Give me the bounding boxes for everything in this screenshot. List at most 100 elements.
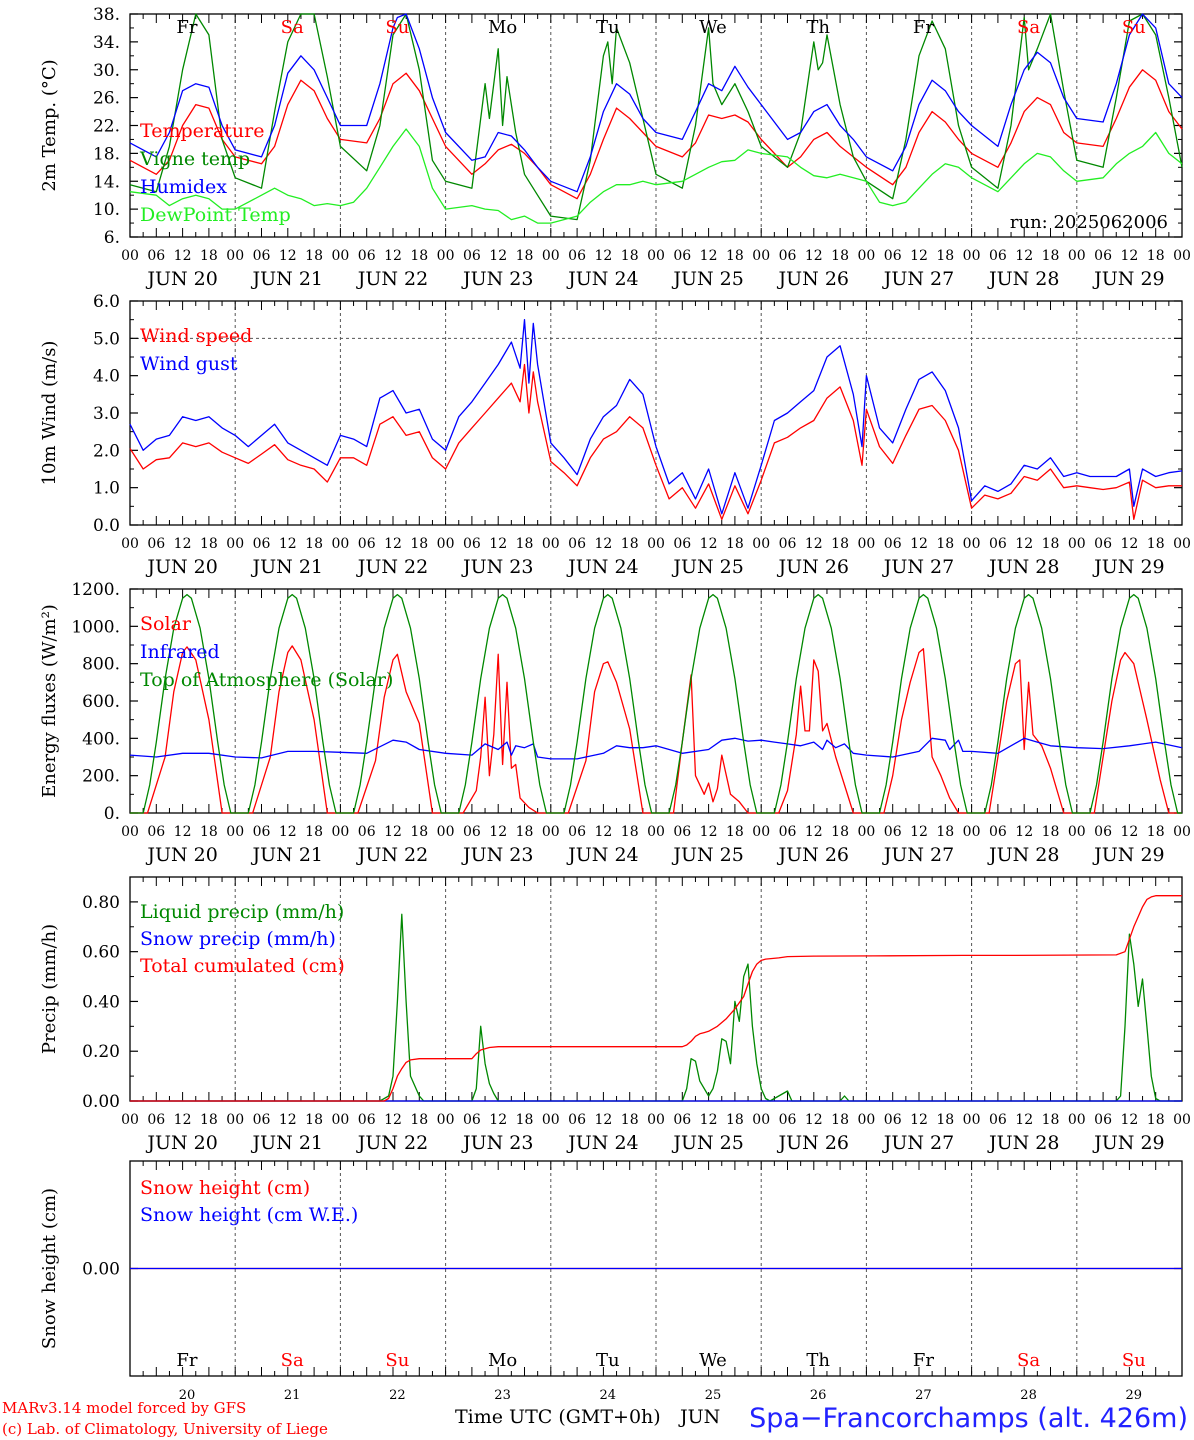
hour-tick-label: 00 — [963, 1112, 981, 1128]
hour-tick-label: 18 — [1042, 824, 1060, 840]
date-label: JUN 26 — [777, 844, 849, 866]
hour-tick-label: 18 — [516, 248, 534, 264]
run-annotation: run: 2025062006 — [1010, 212, 1168, 233]
hour-tick-label: 06 — [147, 824, 165, 840]
y-tick-label: 2.0 — [93, 441, 120, 461]
y-tick-label: 3.0 — [93, 404, 120, 424]
y-tick-label: 38. — [93, 5, 120, 25]
hour-tick-label: 06 — [989, 536, 1007, 552]
hour-tick-label: 12 — [805, 1112, 823, 1128]
hour-tick-label: 06 — [673, 248, 691, 264]
series-line — [130, 913, 1182, 1102]
day-number-label: 26 — [810, 1388, 827, 1403]
date-label: JUN 27 — [882, 844, 954, 866]
hour-tick-label: 06 — [779, 1112, 797, 1128]
hour-tick-label: 06 — [884, 536, 902, 552]
day-number-label: 27 — [915, 1388, 932, 1403]
y-tick-label: 800. — [82, 655, 120, 675]
hour-tick-label: 12 — [1015, 1112, 1033, 1128]
hour-tick-label: 18 — [831, 248, 849, 264]
date-label: JUN 22 — [356, 556, 428, 578]
hour-tick-label: 12 — [174, 1112, 192, 1128]
hour-tick-label: 06 — [989, 1112, 1007, 1128]
plot-frame — [129, 588, 1183, 814]
hour-tick-label: 00 — [963, 536, 981, 552]
y-tick-label: 400. — [82, 729, 120, 749]
hour-tick-label: 18 — [726, 824, 744, 840]
series-line — [130, 895, 1182, 1102]
y-tick-label: 1000. — [71, 617, 120, 637]
date-label: JUN 27 — [882, 556, 954, 578]
date-label: JUN 29 — [1092, 1132, 1164, 1154]
hour-tick-label: 18 — [200, 536, 218, 552]
hour-tick-label: 00 — [752, 824, 770, 840]
plot-frame — [129, 300, 1183, 526]
hour-tick-label: 12 — [279, 536, 297, 552]
hour-tick-label: 18 — [621, 824, 639, 840]
hour-tick-label: 06 — [253, 536, 271, 552]
y-tick-label: 200. — [82, 767, 120, 787]
y-tick-label: 0.00 — [82, 1092, 120, 1112]
hour-tick-label: 06 — [673, 824, 691, 840]
weekday-label: Sa — [281, 1350, 304, 1371]
hour-tick-label: 18 — [831, 824, 849, 840]
panel-temperature: 6. 10. 14. 18. 22. 26. 30. 34. 38. 2m Temp. (°C) T… — [39, 5, 1191, 290]
date-label: JUN 26 — [777, 268, 849, 290]
y-tick-label: 30. — [93, 61, 120, 81]
hour-tick-label: 00 — [121, 1112, 139, 1128]
date-label: JUN 20 — [145, 268, 217, 290]
hour-tick-label: 06 — [358, 1112, 376, 1128]
date-label: JUN 28 — [987, 556, 1059, 578]
series-line — [129, 319, 1183, 515]
hour-tick-label: 00 — [752, 248, 770, 264]
hour-tick-label: 12 — [910, 824, 928, 840]
date-label: JUN 28 — [987, 1132, 1059, 1154]
y-axis-label: Precip (mm/h) — [39, 924, 60, 1054]
hour-tick-label: 18 — [1042, 1112, 1060, 1128]
series-line — [129, 13, 1183, 221]
date-label: JUN 20 — [145, 556, 217, 578]
date-label: JUN 21 — [251, 556, 323, 578]
hour-tick-label: 00 — [437, 248, 455, 264]
date-label: JUN 26 — [777, 1132, 849, 1154]
hour-tick-label: 12 — [1015, 536, 1033, 552]
day-number-label: 21 — [284, 1388, 301, 1403]
hour-tick-label: 18 — [621, 1112, 639, 1128]
hour-tick-label: 06 — [147, 536, 165, 552]
hour-tick-label: 06 — [1094, 248, 1112, 264]
hour-tick-label: 00 — [647, 248, 665, 264]
hour-tick-label: 06 — [884, 1112, 902, 1128]
hour-tick-label: 06 — [1094, 1112, 1112, 1128]
y-tick-label: 0.80 — [82, 893, 120, 913]
hour-tick-label: 18 — [305, 536, 323, 552]
weekday-label: Sa — [1017, 1350, 1040, 1371]
legend-entry: Snow precip (mm/h) — [140, 928, 336, 950]
day-number-label: 24 — [600, 1388, 617, 1403]
date-label: JUN 29 — [1092, 844, 1164, 866]
hour-tick-label: 00 — [226, 824, 244, 840]
weekday-label: Su — [1122, 17, 1146, 38]
hour-tick-label: 00 — [437, 536, 455, 552]
hour-tick-label: 12 — [700, 248, 718, 264]
y-tick-label: 0.20 — [82, 1042, 120, 1062]
hour-tick-label: 06 — [253, 1112, 271, 1128]
hour-tick-label: 18 — [410, 1112, 428, 1128]
hour-tick-label: 12 — [805, 824, 823, 840]
hour-tick-label: 00 — [857, 824, 875, 840]
hour-tick-label: 12 — [594, 824, 612, 840]
date-label: JUN 29 — [1092, 268, 1164, 290]
hour-tick-label: 00 — [437, 1112, 455, 1128]
date-label: JUN 24 — [566, 844, 638, 866]
hour-tick-label: 00 — [857, 1112, 875, 1128]
footer-credit-line2: (c) Lab. of Climatology, University of L… — [2, 1420, 328, 1438]
hour-tick-label: 06 — [779, 248, 797, 264]
day-number-label: 22 — [389, 1388, 406, 1403]
hour-tick-label: 12 — [700, 1112, 718, 1128]
legend-entry: Temperature — [140, 120, 264, 142]
y-tick-label: 6.0 — [93, 292, 120, 312]
hour-tick-label: 06 — [673, 536, 691, 552]
footer: MARv3.14 model forced by GFS (c) Lab. of… — [2, 1399, 1188, 1438]
hour-tick-label: 18 — [516, 1112, 534, 1128]
hour-tick-label: 06 — [568, 248, 586, 264]
